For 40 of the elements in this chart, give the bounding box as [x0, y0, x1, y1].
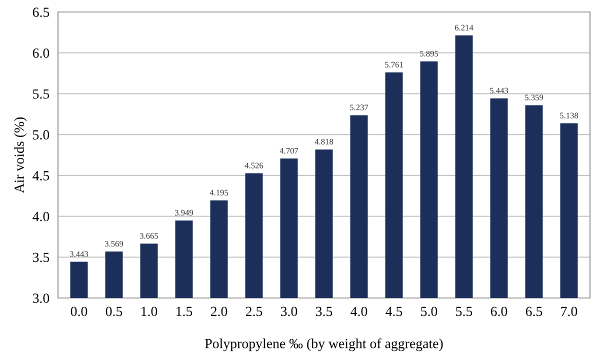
data-label: 4.526	[244, 162, 264, 168]
data-label: 5.443	[490, 88, 508, 94]
x-tick-label: 7.0	[561, 306, 578, 316]
x-tick-label: 6.5	[526, 306, 542, 316]
x-tick-label: 1.0	[142, 306, 158, 316]
x-tick-label: 3.0	[280, 306, 298, 316]
data-label: 4.707	[280, 148, 298, 154]
x-tick-label: 4.5	[386, 306, 402, 316]
y-tick-label: 3.5	[32, 252, 50, 262]
x-axis-title: Polypropylene ‰ (by weight of aggregate)	[205, 338, 443, 352]
x-tick-label: 5.0	[421, 306, 438, 316]
data-label: 4.195	[210, 190, 228, 196]
x-tick-label: 5.5	[456, 306, 472, 316]
data-label: 5.761	[385, 62, 403, 68]
data-label: 6.214	[454, 24, 474, 30]
data-label: 5.895	[420, 50, 438, 57]
data-label: 3.949	[175, 210, 194, 216]
data-label: 5.237	[350, 104, 368, 110]
y-tick-label: 5.0	[33, 130, 50, 140]
y-tick-label: 4.5	[32, 171, 50, 180]
data-label: 5.138	[560, 112, 578, 118]
y-tick-label: 5.5	[33, 89, 50, 99]
x-tick-label: 1.5	[176, 306, 192, 316]
x-tick-label: 2.0	[210, 306, 228, 316]
y-axis-title: Air voids (%)	[14, 117, 27, 194]
x-tick-label: 2.5	[246, 306, 262, 316]
y-tick-label: 6.0	[32, 48, 50, 58]
x-tick-label: 6.0	[490, 306, 508, 316]
x-tick-label: 0.0	[70, 306, 88, 316]
data-label: 3.665	[140, 233, 158, 239]
data-label: 3.443	[70, 251, 88, 257]
data-label: 3.569	[105, 240, 124, 247]
y-tick-label: 6.5	[32, 8, 50, 18]
y-tick-label: 4.0	[32, 212, 50, 222]
x-tick-label: 4.0	[350, 306, 368, 316]
y-tick-label: 3.0	[32, 294, 50, 304]
x-tick-label: 3.5	[316, 306, 332, 316]
x-tick-label: 0.5	[106, 306, 122, 316]
data-label: 4.818	[314, 138, 334, 145]
data-label: 5.359	[525, 94, 544, 100]
